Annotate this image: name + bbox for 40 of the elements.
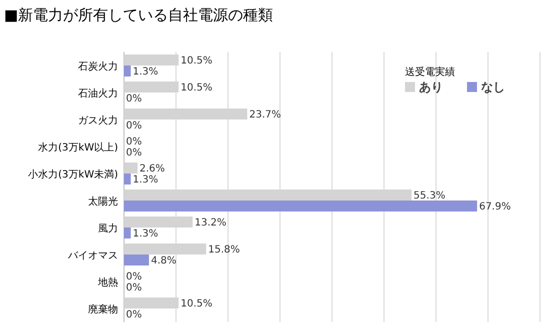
y-tick-label: 石炭火力 — [78, 60, 118, 72]
chart-title: ■新電力が所有している自社電源の種類 — [4, 6, 274, 24]
data-label: 15.8% — [208, 244, 240, 256]
bar — [124, 174, 131, 184]
data-label: 2.6% — [140, 164, 165, 174]
y-tick-label: ガス火力 — [78, 114, 118, 126]
bar — [124, 162, 138, 174]
bar — [124, 254, 149, 266]
data-label: 0% — [126, 94, 142, 104]
data-label: 13.2% — [194, 218, 226, 228]
data-label: 0% — [126, 310, 142, 320]
data-label: 55.3% — [414, 190, 446, 202]
data-label: 10.5% — [180, 82, 212, 94]
y-tick-label: 太陽光 — [88, 196, 118, 208]
data-label: 1.3% — [132, 174, 158, 186]
y-tick-label: 廃棄物 — [88, 304, 118, 316]
data-label: 10.5% — [180, 56, 212, 66]
data-label: 1.3% — [132, 228, 158, 240]
data-label: 0% — [126, 282, 142, 294]
data-label: 67.9% — [479, 202, 511, 212]
data-label: 1.3% — [132, 66, 158, 78]
y-tick-label: 小水力(3万kW未満) — [28, 168, 118, 180]
bar — [124, 228, 131, 238]
y-tick-label: 風力 — [98, 222, 118, 234]
data-label: 0% — [126, 136, 142, 148]
data-label: 0% — [126, 148, 142, 158]
legend-label: あり — [419, 80, 443, 94]
bar — [124, 200, 478, 212]
data-label: 0% — [126, 272, 142, 282]
data-label: 10.5% — [180, 298, 212, 310]
legend-label: なし — [481, 80, 505, 94]
data-label: 23.7% — [249, 110, 282, 120]
bar — [124, 66, 131, 76]
data-label: 4.8% — [150, 256, 176, 266]
y-tick-label: 水力(3万kW以上) — [38, 142, 118, 154]
y-tick-label: 石油火力 — [78, 88, 118, 100]
data-label: 0% — [126, 120, 142, 132]
y-tick-label: 地熱 — [97, 276, 118, 288]
y-tick-label: バイオマス — [67, 250, 118, 262]
legend-title: 送受電実績 — [405, 66, 455, 78]
